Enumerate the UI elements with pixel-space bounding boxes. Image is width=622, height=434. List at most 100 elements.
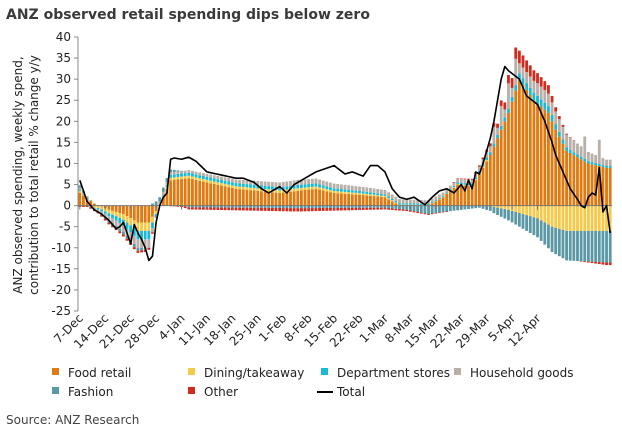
- bar-dept: [285, 186, 289, 190]
- bar-dining: [121, 214, 125, 220]
- bar-household: [565, 134, 569, 148]
- bar-household: [169, 172, 173, 175]
- bar-food: [347, 194, 351, 206]
- bar-food: [191, 179, 194, 206]
- bar-fashion: [78, 185, 82, 188]
- bar-dining: [485, 160, 489, 162]
- bar-other: [543, 81, 547, 91]
- bar-dining: [586, 205, 590, 231]
- bar-household: [572, 140, 576, 153]
- bar-household: [260, 181, 263, 186]
- bar-other: [151, 232, 154, 234]
- bar-household: [398, 199, 401, 204]
- bar-dept: [365, 191, 369, 194]
- bar-dept: [499, 126, 503, 130]
- bar-food: [147, 205, 151, 223]
- bar-fashion: [318, 205, 321, 209]
- bar-household: [227, 178, 231, 182]
- bar-other: [477, 165, 481, 167]
- bar-fashion: [379, 205, 383, 208]
- bar-dept: [303, 184, 307, 188]
- bar-dept: [536, 95, 539, 104]
- bar-household: [441, 192, 445, 196]
- bar-dept: [180, 173, 183, 177]
- bar-dining: [329, 190, 332, 193]
- bar-dept: [401, 203, 405, 205]
- bar-fashion: [289, 205, 292, 209]
- bar-fashion: [223, 205, 227, 208]
- bar-household: [470, 179, 474, 184]
- bar-food: [572, 155, 576, 206]
- bar-household: [336, 184, 340, 189]
- bar-dept: [594, 163, 598, 166]
- bar-household: [369, 187, 372, 193]
- bar-food: [332, 192, 336, 206]
- bar-household: [521, 67, 525, 79]
- bar-food: [521, 84, 525, 206]
- bar-other: [329, 207, 332, 211]
- bar-other: [354, 207, 358, 211]
- bar-household: [292, 180, 296, 186]
- bar-dining: [114, 211, 118, 217]
- bar-dept: [307, 184, 311, 188]
- bar-fashion: [441, 205, 445, 212]
- bar-food: [238, 189, 242, 206]
- bar-household: [383, 190, 387, 195]
- bar-other: [296, 208, 300, 212]
- bar-household: [459, 179, 463, 183]
- bar-household: [590, 153, 594, 163]
- bar-household: [412, 199, 416, 204]
- bar-fashion: [474, 205, 478, 209]
- bar-dining: [220, 183, 223, 186]
- bar-other: [423, 213, 427, 215]
- bar-fashion: [481, 205, 485, 209]
- bar-other: [292, 208, 296, 212]
- bar-fashion: [321, 205, 325, 209]
- bar-dept: [78, 189, 82, 191]
- bar-dining: [503, 205, 507, 210]
- bar-household: [394, 196, 398, 201]
- bar-dept: [448, 189, 452, 191]
- bar-dining: [82, 194, 85, 196]
- bar-household: [85, 197, 89, 199]
- bar-food: [267, 191, 271, 206]
- bar-fashion: [572, 230, 576, 261]
- bar-other: [481, 157, 485, 160]
- bar-household: [405, 199, 409, 204]
- bar-dept: [336, 188, 340, 192]
- bar-food: [336, 193, 340, 206]
- bar-food: [227, 187, 231, 206]
- bar-other: [314, 208, 318, 212]
- bar-food: [129, 205, 133, 219]
- bar-dept: [430, 201, 434, 203]
- bar-household: [111, 218, 114, 224]
- bar-dining: [467, 185, 470, 187]
- bar-dept: [510, 96, 514, 102]
- bar-household: [539, 86, 543, 100]
- bar-dining: [216, 182, 220, 185]
- bar-other: [412, 211, 416, 213]
- bar-dining: [256, 188, 260, 191]
- bar-other: [132, 247, 136, 250]
- bar-dining: [176, 176, 180, 180]
- bar-other: [238, 207, 242, 211]
- bar-dept: [605, 165, 608, 168]
- bar-household: [281, 181, 285, 187]
- bar-other: [343, 207, 347, 211]
- bar-other: [608, 262, 612, 266]
- bar-household: [543, 90, 547, 103]
- bar-fashion: [521, 214, 525, 229]
- bar-household: [143, 239, 147, 248]
- bar-food: [281, 192, 285, 206]
- legend-label: Other: [204, 385, 238, 399]
- bar-fashion: [448, 205, 452, 212]
- legend-label: Food retail: [68, 366, 131, 380]
- y-axis-label-line-2: contribution to total retail % change y/…: [27, 55, 41, 295]
- bar-other: [434, 212, 438, 214]
- bar-dining: [365, 193, 369, 196]
- bar-fashion: [423, 205, 427, 214]
- bar-dining: [318, 187, 321, 190]
- bar-household: [245, 180, 249, 185]
- bar-fashion: [503, 209, 507, 219]
- bar-household: [525, 71, 529, 84]
